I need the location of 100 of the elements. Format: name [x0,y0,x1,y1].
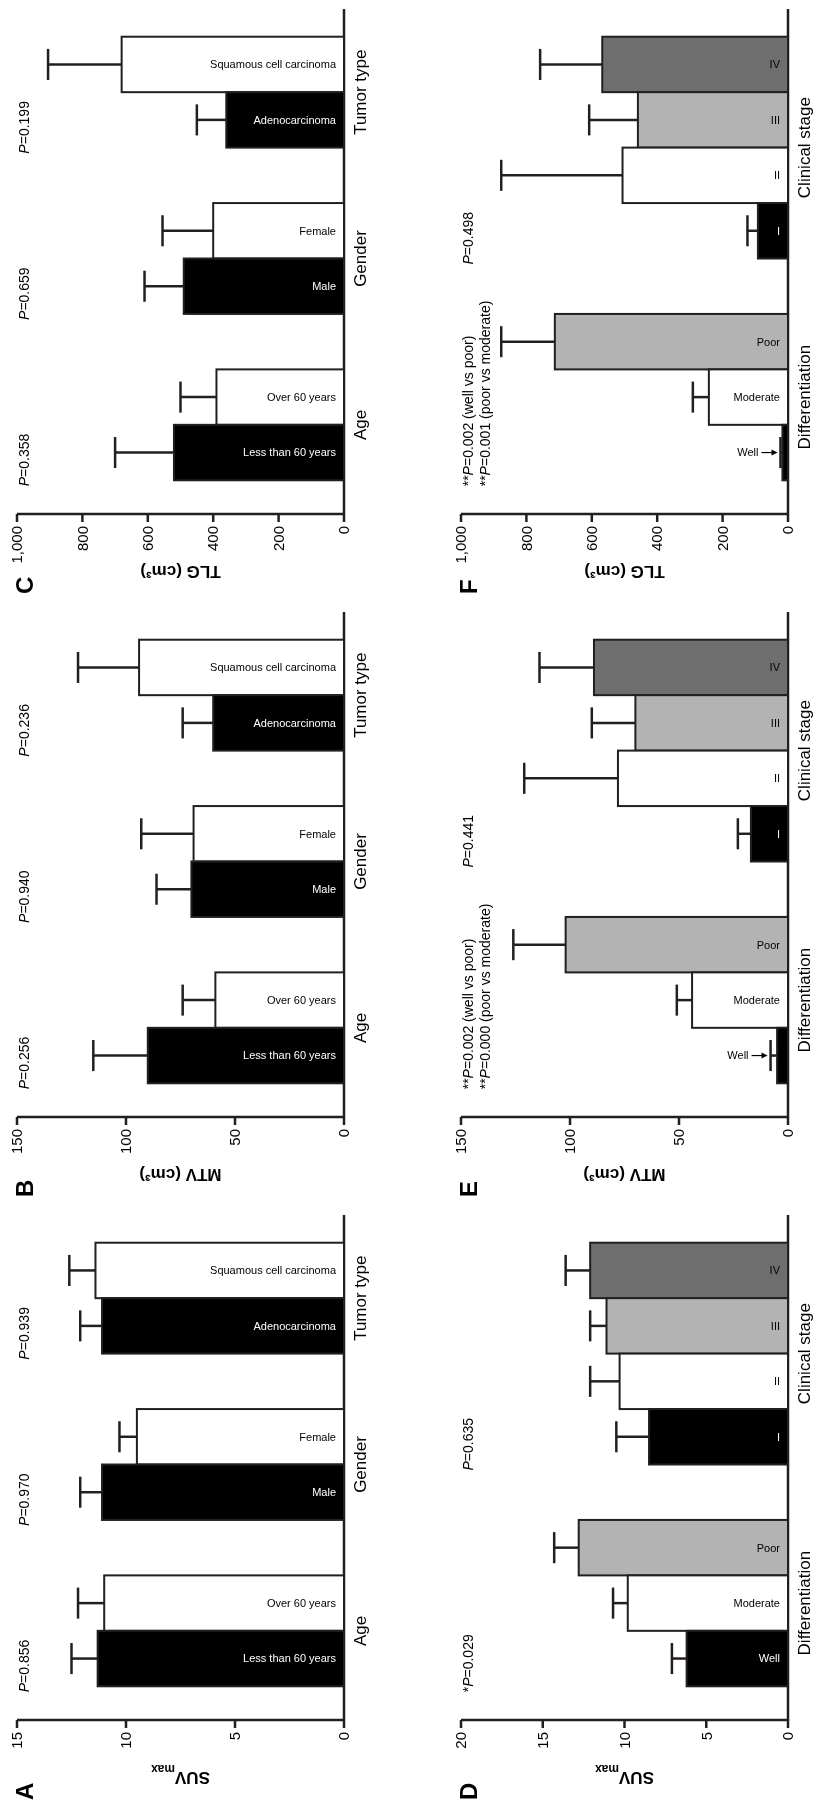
y-tick-label: Poor [756,1541,781,1554]
y-tick-label: Poor [756,335,781,348]
y-tick-label: III [770,716,780,729]
y-tick-label: II [773,169,780,182]
annotation: P=0.939 [16,1306,32,1360]
x-tick-label: 15 [534,1732,551,1749]
y-tick-label: Squamous cell carcinoma [210,58,337,71]
x-tick-label: 10 [117,1732,135,1749]
x-axis-title: TLG (cm³) [584,562,665,581]
x-tick-label: 150 [452,1129,470,1155]
y-tick-label: II [773,772,780,785]
y-tick-label: Less than 60 years [243,1049,337,1062]
annotation: P=0.659 [16,267,32,320]
x-tick-label: 1,000 [452,526,470,564]
y-tick-label: Well [727,1049,749,1062]
y-tick-label: II [773,1375,780,1388]
x-tick-label: 5 [226,1732,244,1741]
y-tick-label: Moderate [733,993,780,1006]
y-tick-label: Over 60 years [266,1596,337,1609]
text: Gender [351,229,370,287]
y-tick-label: Poor [756,938,781,951]
x-tick-label: 1,000 [8,526,26,564]
text: A [11,1782,38,1800]
text: B [11,1179,38,1197]
x-tick-label: 0 [779,1129,797,1138]
text: Tumor type [351,49,370,135]
y-tick-label: IV [769,1264,781,1277]
annotation: P=0.498 [460,211,476,265]
x-tick-label: 50 [226,1129,244,1146]
text: F [455,579,482,594]
x-tick-label: 200 [269,526,287,552]
x-tick-label: 800 [517,526,535,552]
x-tick-label: 200 [713,526,731,552]
x-axis-title: MTV (cm³) [139,1165,222,1184]
annotation: P=0.940 [16,870,32,923]
text: Gender [351,1435,370,1493]
text: D [455,1782,482,1800]
annotation: *P=0.029 [460,1634,476,1693]
y-tick-label: Well [758,1652,780,1665]
annotation: P=0.635 [460,1417,476,1471]
text: Clinical stage [795,97,814,199]
annotation: **P=0.002 (well vs poor) **P=0.000 (poor vs moderate) [460,903,493,1090]
x-tick-label: 400 [648,526,666,552]
x-tick-label: 600 [583,526,601,552]
y-tick-label: Adenocarcinoma [253,1319,337,1332]
y-tick-label: Moderate [733,390,780,403]
x-tick-label: 800 [73,526,91,552]
y-tick-label: IV [769,661,781,674]
text: Age [351,1615,370,1646]
x-tick-label: 20 [452,1732,470,1749]
annotation: P=0.856 [16,1639,32,1693]
text: Gender [351,832,370,890]
text: Tumor type [351,1255,370,1341]
text: Age [351,409,370,440]
text: Differentiation [795,1550,814,1656]
y-tick-label: Less than 60 years [243,1652,337,1665]
y-tick-label: Adenocarcinoma [253,113,337,126]
annotation: P=0.199 [16,100,32,154]
y-tick-label: Male [312,1486,336,1499]
y-tick-label: III [770,1319,780,1332]
x-tick-label: 10 [615,1732,633,1749]
annotation: P=0.358 [16,433,32,487]
x-tick-label: 5 [697,1732,715,1741]
y-tick-label: Squamous cell carcinoma [210,1264,337,1277]
text: Age [351,1012,370,1043]
x-tick-label: 400 [204,526,222,552]
y-tick-label: Male [312,883,336,896]
y-tick-label: Female [299,1430,336,1443]
annotation: P=0.970 [16,1473,32,1526]
y-tick-label: Over 60 years [266,993,337,1006]
annotation: P=0.256 [16,1036,32,1090]
text: Tumor type [351,652,370,738]
text: Differentiation [795,344,814,450]
y-tick-label: I [776,1430,780,1443]
y-tick-label: Well [737,446,759,459]
y-tick-label: I [776,224,780,237]
y-tick-label: Moderate [733,1596,780,1609]
x-tick-label: 100 [117,1129,135,1155]
text: Clinical stage [795,1303,814,1405]
y-tick-label: Female [299,224,336,237]
x-tick-label: 100 [561,1129,579,1155]
annotation: P=0.236 [16,703,32,757]
x-tick-label: 0 [779,1732,797,1741]
text: E [455,1180,482,1197]
x-tick-label: 0 [335,1129,353,1138]
y-tick-label: I [776,827,780,840]
text: Clinical stage [795,700,814,802]
x-tick-label: 600 [139,526,157,552]
x-tick-label: 0 [779,526,797,535]
y-tick-label: Adenocarcinoma [253,716,337,729]
x-tick-label: 50 [670,1129,688,1146]
y-tick-label: Squamous cell carcinoma [210,661,337,674]
y-tick-label: III [770,113,780,126]
text: Differentiation [795,947,814,1053]
x-axis-title: MTV (cm³) [583,1165,666,1184]
x-tick-label: 0 [335,526,353,535]
text: C [11,576,38,594]
annotation: **P=0.002 (well vs poor) **P=0.001 (poor vs moderate) [460,300,493,487]
y-tick-label: Less than 60 years [243,446,337,459]
y-tick-label: Over 60 years [266,390,337,403]
